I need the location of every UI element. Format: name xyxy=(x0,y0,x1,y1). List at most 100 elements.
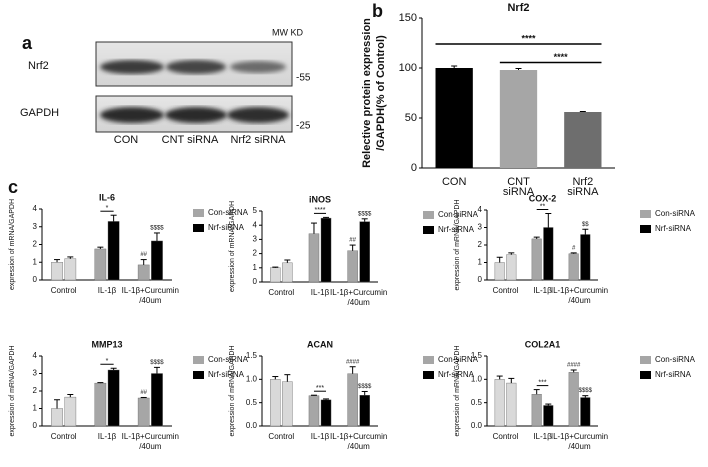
legend-label: Con-siRNA xyxy=(655,355,696,364)
lane-label: CON xyxy=(114,134,139,146)
lane-label: Nrf2 siRNA xyxy=(230,134,286,146)
bar xyxy=(506,254,517,281)
y-tick-label: 0.5 xyxy=(246,398,258,407)
bar xyxy=(51,408,63,427)
band xyxy=(165,107,227,123)
significance-label: **** xyxy=(315,207,326,214)
bar xyxy=(543,227,554,281)
legend-swatch xyxy=(193,209,204,217)
x-tick-label-line: IL-1β+Curcumin xyxy=(122,286,179,295)
x-tick-label: Control xyxy=(493,286,519,295)
legend-label: Con-siRNA xyxy=(655,209,696,218)
mw-marker: -55 xyxy=(296,73,311,84)
y-axis-label: expression of mRNA/GAPDH xyxy=(454,199,461,290)
y-tick-label: 5 xyxy=(253,206,258,215)
y-tick-label: 0 xyxy=(33,275,38,284)
x-tick-label: IL-1β+Curcumin/40um xyxy=(551,432,608,451)
y-tick-label: 1.5 xyxy=(471,351,483,360)
lane-label: CNT siRNA xyxy=(162,134,219,146)
significance-label: $$ xyxy=(582,222,589,228)
band xyxy=(100,107,164,123)
y-tick-label: 1 xyxy=(33,257,38,266)
bar xyxy=(359,395,370,427)
significance-label: ** xyxy=(540,203,546,210)
significance-label: *** xyxy=(316,385,324,392)
protein-label: Nrf2 xyxy=(28,60,49,72)
x-tick-label-line: /40um xyxy=(348,442,371,451)
y-tick-label: 0 xyxy=(478,275,483,284)
bar xyxy=(543,405,554,427)
x-tick-label: Control xyxy=(51,286,77,295)
x-tick-label: CON xyxy=(442,176,467,188)
significance-label: $$$$ xyxy=(358,384,372,390)
y-axis-label: /GAPDH(% of Control) xyxy=(375,35,387,151)
panel-label: b xyxy=(372,1,383,21)
legend-swatch xyxy=(640,356,651,364)
legend-swatch xyxy=(193,371,204,379)
significance-label: * xyxy=(106,205,109,212)
y-tick-label: 1 xyxy=(253,263,258,272)
chart-title: IL-6 xyxy=(99,192,115,202)
bar xyxy=(137,264,150,281)
bar xyxy=(137,397,150,427)
protein-label: GAPDH xyxy=(20,107,59,119)
x-tick-label: IL-1β xyxy=(533,432,552,441)
x-tick-label: Control xyxy=(268,432,294,441)
x-tick-label-line: CNT xyxy=(507,176,530,188)
x-tick-label-line: /40um xyxy=(348,298,371,307)
bar xyxy=(320,399,332,427)
y-tick-label: 2 xyxy=(33,386,38,395)
y-tick-label: 50 xyxy=(405,112,417,124)
significance-label: **** xyxy=(521,33,536,43)
x-tick-label-line: /40um xyxy=(568,442,591,451)
bar xyxy=(270,379,281,427)
legend-label: Con-siRNA xyxy=(438,355,479,364)
significance-label: ## xyxy=(140,390,147,396)
legend-swatch xyxy=(423,211,434,219)
y-tick-label: 0.0 xyxy=(246,421,258,430)
significance-label: $$$$ xyxy=(150,360,164,366)
y-tick-label: 4 xyxy=(33,204,38,213)
x-tick-label: Nrf2 siRNA xyxy=(567,176,599,198)
y-tick-label: 150 xyxy=(399,12,417,24)
y-tick-label: 3 xyxy=(478,223,483,232)
panel-label: c xyxy=(8,177,18,197)
y-tick-label: 4 xyxy=(478,205,483,214)
y-axis-label: expression of mRNA/GAPDH xyxy=(9,345,16,436)
significance-label: #### xyxy=(346,359,360,365)
x-tick-label-line: IL-1β+Curcumin xyxy=(551,432,608,441)
y-tick-label: 1.0 xyxy=(471,374,483,383)
y-tick-label: 100 xyxy=(399,62,417,74)
chart-title: iNOS xyxy=(309,194,331,204)
bar xyxy=(94,382,107,427)
legend-label: Nrf-siRNA xyxy=(655,224,692,233)
y-tick-label: 0.5 xyxy=(471,398,483,407)
x-tick-label: Control xyxy=(51,432,77,441)
y-tick-label: 0 xyxy=(33,421,38,430)
bar xyxy=(494,262,505,281)
bar xyxy=(568,253,579,281)
x-tick-label-line: IL-1β+Curcumin xyxy=(551,286,608,295)
y-tick-label: 1 xyxy=(478,258,483,267)
panel-label: a xyxy=(22,33,33,53)
legend-label: Nrf-siRNA xyxy=(208,223,245,232)
x-tick-label: IL-1β+Curcumin/40um xyxy=(551,286,608,305)
significance-label: ## xyxy=(349,238,356,244)
significance-label: $$$$ xyxy=(579,388,593,394)
x-tick-label: IL-1β+Curcumin/40um xyxy=(122,286,179,305)
y-axis-label: expression of mRNA/GAPDH xyxy=(454,345,461,436)
bar xyxy=(308,395,320,427)
legend-swatch xyxy=(423,226,434,234)
y-tick-label: 2 xyxy=(478,240,483,249)
x-tick-label: Control xyxy=(493,432,519,441)
legend-swatch xyxy=(640,210,651,218)
legend-label: Nrf-siRNA xyxy=(438,370,475,379)
bar xyxy=(359,221,370,283)
legend-label: Con-siRNA xyxy=(208,355,249,364)
significance-label: $$$$ xyxy=(150,226,164,232)
x-tick-label: IL-1β+Curcumin/40um xyxy=(122,432,179,451)
x-tick-label: Control xyxy=(268,288,294,297)
bar xyxy=(531,394,542,427)
bar xyxy=(499,70,538,168)
x-tick-label-line: siRNA xyxy=(503,186,535,198)
